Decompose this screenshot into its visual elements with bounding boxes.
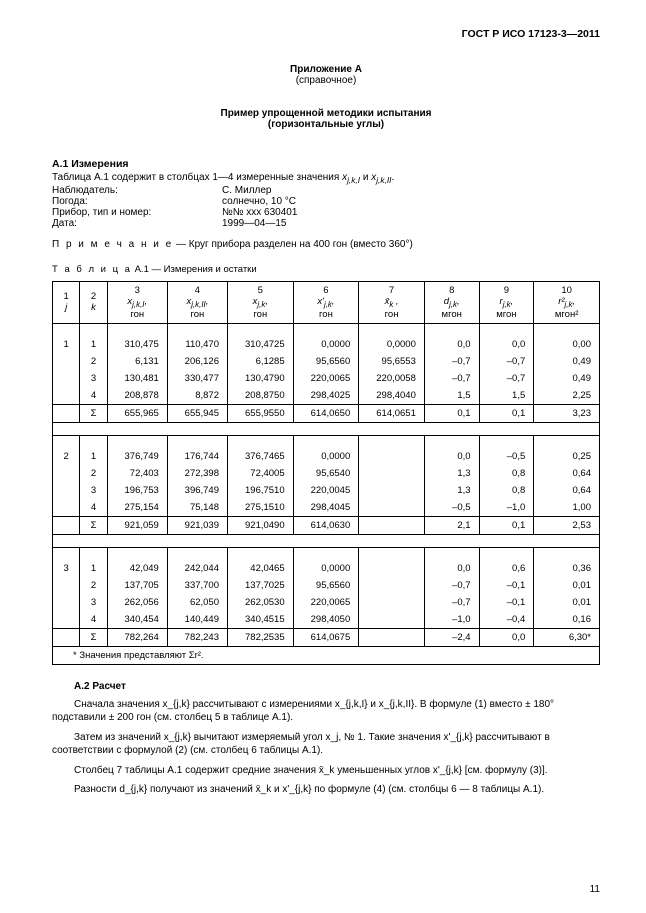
meta-device: Прибор, тип и номер:№№ xxx 630401 — [52, 207, 600, 218]
para-2: Затем из значений x_{j,k} вычитают измер… — [52, 731, 600, 758]
table-row: 1j 2k 3xj,k,I,гон 4xj,k,II,гон 5xj,k,гон… — [53, 282, 600, 324]
a1-heading: А.1 Измерения — [52, 158, 600, 170]
page-number: 11 — [590, 884, 600, 895]
table-row: 4275,15475,148275,1510298,4045–0,5–1,01,… — [53, 499, 600, 517]
annex-title: Приложение А — [52, 64, 600, 75]
meta-date: Дата:1999—04—15 — [52, 218, 600, 229]
meta-observer: Наблюдатель:С. Миллер — [52, 185, 600, 196]
table-row: 4208,8788,872208,8750298,4025298,40401,5… — [53, 387, 600, 405]
annex-subtitle: (справочное) — [52, 75, 600, 86]
table-row: Σ921,059921,039921,0490614,06302,10,12,5… — [53, 516, 600, 534]
table-row: 272,403272,39872,400595,65401,30,80,64 — [53, 465, 600, 482]
table-row: 4340,454140,449340,4515298,4050–1,0–0,40… — [53, 611, 600, 629]
a1-intro: Таблица А.1 содержит в столбцах 1—4 изме… — [52, 172, 600, 185]
table-row: 21376,749176,744376,74650,00000,0–0,50,2… — [53, 448, 600, 465]
example-title-1: Пример упрощенной методики испытания — [52, 108, 600, 119]
para-1: Сначала значения x_{j,k} рассчитывают с … — [52, 698, 600, 725]
a2-heading: А.2 Расчет — [74, 681, 600, 692]
para-3: Столбец 7 таблицы А.1 содержит средние з… — [52, 764, 600, 778]
table-row: 3196,753396,749196,7510220,00451,30,80,6… — [53, 482, 600, 499]
table-row: 26,131206,1266,128595,656095,6553–0,7–0,… — [53, 353, 600, 370]
meta-weather: Погода:солнечно, 10 °C — [52, 196, 600, 207]
table-row: 3262,05662,050262,0530220,0065–0,7–0,10,… — [53, 594, 600, 611]
note: П р и м е ч а н и е — Круг прибора разде… — [52, 239, 600, 250]
table-row: Σ655,965655,945655,9550614,0650614,06510… — [53, 404, 600, 422]
table-caption: Т а б л и ц а А.1 — Измерения и остатки — [52, 264, 600, 275]
table-row: Σ782,264782,243782,2535614,0675–2,40,06,… — [53, 628, 600, 646]
table-row: 2137,705337,700137,702595,6560–0,7–0,10,… — [53, 577, 600, 594]
table-row: 3142,049242,04442,04650,00000,00,60,36 — [53, 560, 600, 577]
para-4: Разности d_{j,k} получают из значений x̄… — [52, 783, 600, 797]
table-row: 11310,475110,470310,47250,00000,00000,00… — [53, 336, 600, 353]
table-row: 3130,481330,477130,4790220,0065220,0058–… — [53, 370, 600, 387]
table-a1: 1j 2k 3xj,k,I,гон 4xj,k,II,гон 5xj,k,гон… — [52, 281, 600, 665]
example-title-2: (горизонтальные углы) — [52, 119, 600, 130]
table-footnote: * Значения представляют Σr². — [53, 646, 600, 664]
doc-id: ГОСТ Р ИСО 17123-3—2011 — [52, 28, 600, 40]
